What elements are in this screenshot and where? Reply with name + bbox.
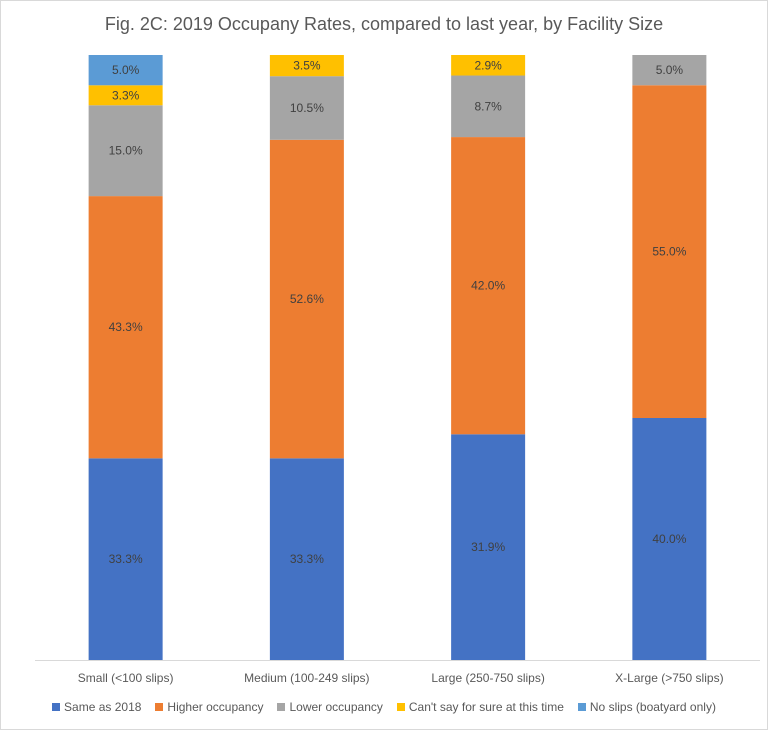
category-tick-label: Medium (100-249 slips) bbox=[244, 671, 369, 685]
bar-segment bbox=[88, 196, 163, 459]
data-label: 55.0% bbox=[652, 245, 686, 259]
legend-label: Can't say for sure at this time bbox=[408, 700, 564, 714]
data-label: 31.9% bbox=[471, 540, 505, 554]
bar-segment bbox=[88, 55, 163, 86]
bar-segment bbox=[632, 55, 707, 86]
data-label: 43.3% bbox=[109, 320, 143, 334]
bar-segment bbox=[269, 76, 344, 140]
data-label: 3.5% bbox=[293, 59, 321, 73]
bar-segment bbox=[451, 55, 526, 76]
legend-swatch bbox=[52, 703, 61, 711]
bar-segment bbox=[269, 55, 344, 77]
legend-swatch bbox=[577, 703, 586, 711]
data-label: 15.0% bbox=[109, 144, 143, 158]
bar-segment bbox=[632, 85, 707, 418]
bar-segment bbox=[88, 458, 163, 660]
legend-swatch bbox=[277, 703, 286, 711]
legend-label: Same as 2018 bbox=[64, 700, 142, 714]
legend-item: Lower occupancy bbox=[277, 700, 383, 714]
legend-swatch bbox=[396, 703, 405, 711]
data-label: 2.9% bbox=[474, 58, 502, 72]
data-label: 5.0% bbox=[112, 63, 140, 77]
legend-item: Same as 2018 bbox=[52, 700, 141, 714]
bar-segment bbox=[269, 139, 344, 459]
bar-segment bbox=[269, 458, 344, 660]
legend-label: Lower occupancy bbox=[289, 700, 383, 714]
bar-segment bbox=[88, 85, 163, 106]
bar-segment bbox=[632, 418, 707, 660]
bar-segment bbox=[88, 105, 163, 197]
data-label: 33.3% bbox=[109, 552, 143, 566]
category-tick-label: Large (250-750 slips) bbox=[431, 671, 544, 685]
data-label: 8.7% bbox=[474, 99, 502, 113]
data-label: 40.0% bbox=[652, 532, 686, 546]
chart-title: Fig. 2C: 2019 Occupany Rates, compared t… bbox=[104, 14, 664, 34]
bar-segment bbox=[451, 137, 526, 435]
bar-segment bbox=[451, 434, 526, 660]
data-label: 42.0% bbox=[471, 279, 505, 293]
legend-swatch bbox=[155, 703, 164, 711]
data-label: 33.3% bbox=[290, 552, 324, 566]
data-label: 3.3% bbox=[112, 88, 140, 102]
legend-item: Higher occupancy bbox=[155, 700, 263, 714]
data-label: 10.5% bbox=[290, 101, 324, 115]
category-tick-label: X-Large (>750 slips) bbox=[615, 671, 723, 685]
data-label: 5.0% bbox=[656, 63, 684, 77]
data-label: 52.6% bbox=[290, 292, 324, 306]
legend: Same as 2018 Higher occupancy Lower occupa… bbox=[0, 700, 768, 714]
bar-segment bbox=[451, 75, 526, 138]
legend-label: Higher occupancy bbox=[167, 700, 264, 714]
legend-item: No slips (boatyard only) bbox=[577, 700, 716, 714]
legend-item: Can't say for sure at this time bbox=[396, 700, 564, 714]
category-tick-label: Small (<100 slips) bbox=[78, 671, 174, 685]
legend-label: No slips (boatyard only) bbox=[589, 700, 716, 714]
